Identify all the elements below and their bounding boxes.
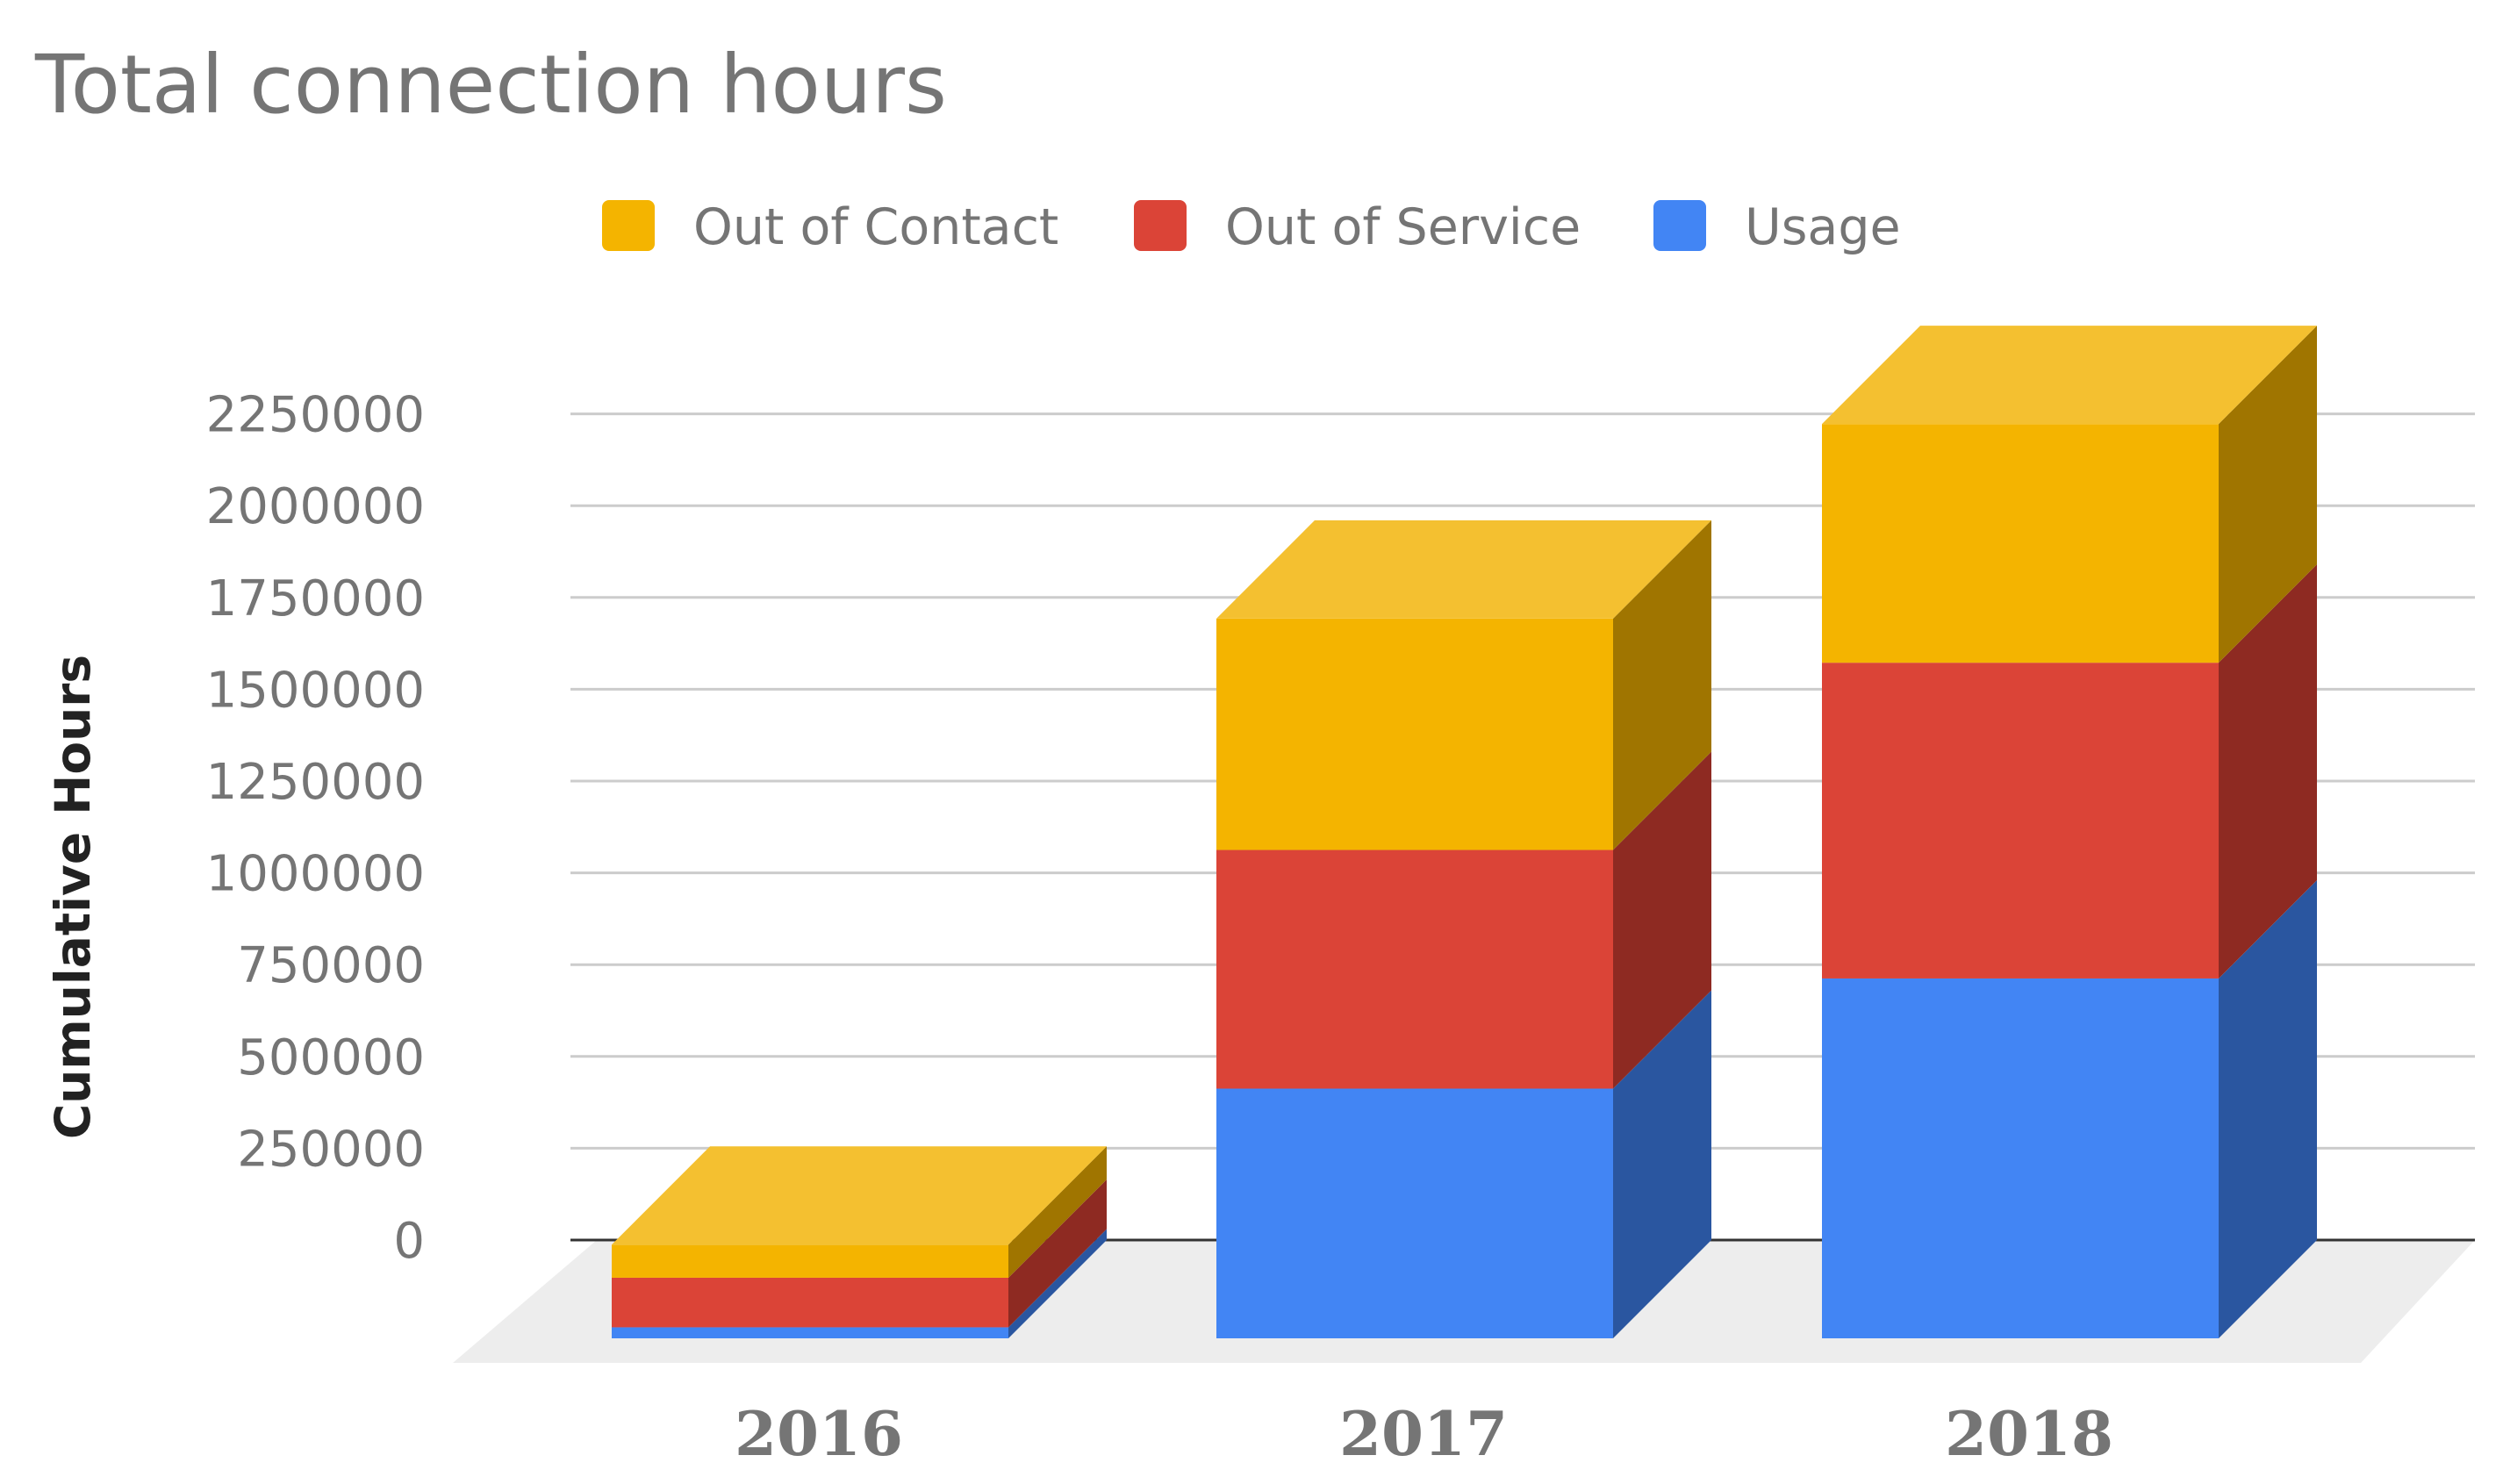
bar-side-usage-2016 — [1008, 1229, 1107, 1338]
legend-label-out-of-contact: Out of Contact — [693, 198, 1058, 256]
y-tick-label: 500000 — [237, 1029, 425, 1086]
bar-side-out-of-service-2018 — [2219, 564, 2317, 979]
y-tick-label: 750000 — [237, 937, 425, 994]
bar-top-2016 — [612, 1146, 1107, 1245]
chart-title: Total connection hours — [34, 38, 947, 132]
bar-out-of-contact-2018 — [1822, 424, 2219, 663]
bar-side-out-of-service-2017 — [1613, 751, 1711, 1089]
bar-usage-2017 — [1216, 1088, 1613, 1338]
category-layer: 2016 2017 2018 — [735, 1399, 2113, 1470]
bar-top-2017 — [1216, 520, 1711, 619]
legend-label-usage: Usage — [1745, 198, 1901, 256]
x-tick-label: 2017 — [1339, 1399, 1508, 1470]
bar-side-usage-2017 — [1613, 990, 1711, 1338]
tick-layer: 0 250000 500000 750000 1000000 1250000 1500000… — [206, 387, 425, 1270]
y-tick-label: 1750000 — [206, 570, 425, 627]
bar-out-of-service-2016 — [612, 1277, 1008, 1328]
x-tick-label: 2016 — [735, 1399, 903, 1470]
y-tick-label: 1500000 — [206, 662, 425, 719]
y-tick-label: 0 — [393, 1213, 425, 1270]
bar-out-of-contact-2016 — [612, 1244, 1008, 1278]
bar-out-of-contact-2017 — [1216, 618, 1613, 850]
y-tick-label: 2250000 — [206, 387, 425, 444]
bar-side-out-of-contact-2017 — [1613, 520, 1711, 850]
legend: Out of Contact Out of Service Usage — [602, 198, 1901, 256]
bar-usage-2018 — [1822, 978, 2219, 1338]
bar-group-2017 — [1216, 520, 1711, 1338]
y-axis-label: Cumulative Hours — [45, 655, 101, 1139]
bar-top-2018 — [1822, 326, 2317, 425]
legend-swatch-usage — [1653, 200, 1706, 251]
y-tick-label: 2000000 — [206, 478, 425, 535]
bar-side-out-of-service-2016 — [1008, 1179, 1107, 1328]
bars-layer — [612, 326, 2317, 1338]
bar-side-out-of-contact-2018 — [2219, 326, 2317, 663]
x-tick-label: 2018 — [1945, 1399, 2113, 1470]
bar-group-2018 — [1822, 326, 2317, 1338]
bar-out-of-service-2018 — [1822, 663, 2219, 979]
y-tick-label: 1250000 — [206, 754, 425, 811]
bar-out-of-service-2017 — [1216, 850, 1613, 1089]
legend-swatch-out-of-service — [1134, 200, 1187, 251]
y-tick-label: 1000000 — [206, 846, 425, 903]
legend-label-out-of-service: Out of Service — [1225, 198, 1581, 256]
bar-group-2016 — [612, 1146, 1107, 1338]
y-tick-label: 250000 — [237, 1121, 425, 1178]
bar-usage-2016 — [612, 1327, 1008, 1338]
legend-swatch-out-of-contact — [602, 200, 655, 251]
bar-side-usage-2018 — [2219, 879, 2317, 1338]
bar-side-out-of-contact-2016 — [1008, 1146, 1107, 1278]
